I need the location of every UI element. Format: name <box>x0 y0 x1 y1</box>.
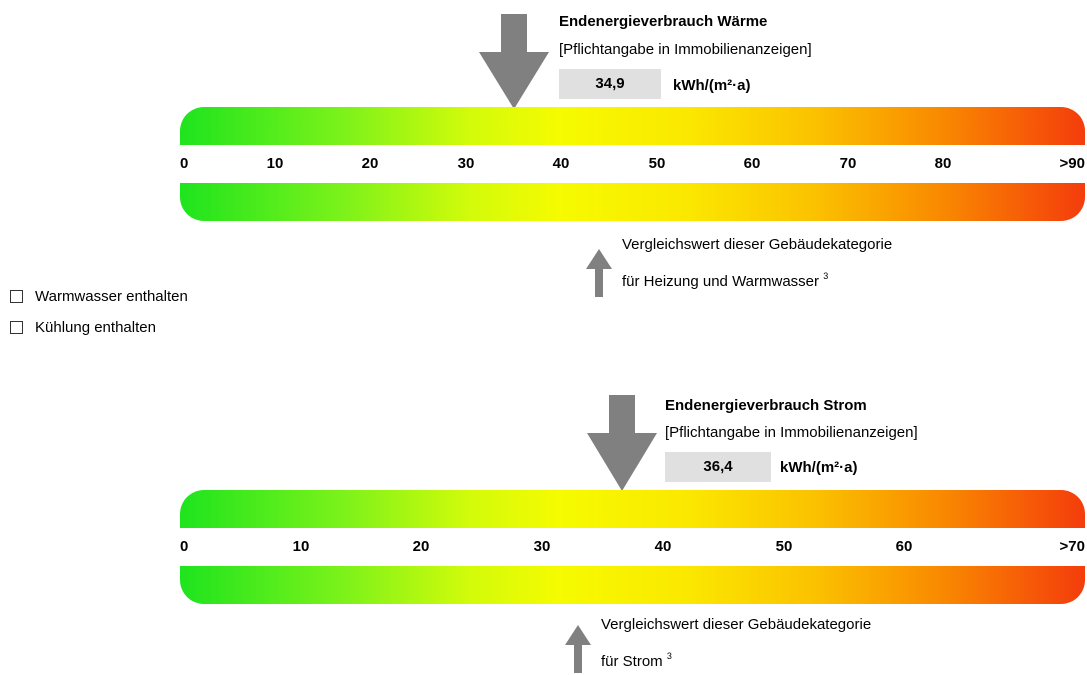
checkbox-kuehlung[interactable]: Kühlung enthalten <box>10 319 156 336</box>
heat-tick: >90 <box>1059 155 1085 172</box>
electricity-scale-bar-bottom <box>180 566 1085 604</box>
heat-value-arrow-icon <box>479 14 549 109</box>
electricity-scale-bar-top <box>180 490 1085 528</box>
heat-tick: 60 <box>743 155 761 172</box>
electricity-tick: 60 <box>895 538 913 555</box>
checkbox-label: Warmwasser enthalten <box>35 288 188 305</box>
checkbox-box[interactable] <box>10 321 23 334</box>
heat-scale-bar-bottom <box>180 183 1085 221</box>
electricity-tick: 50 <box>775 538 793 555</box>
electricity-scale-labels: 0 10 20 30 40 50 60 >70 <box>0 538 1087 558</box>
electricity-tick: 0 <box>180 538 189 555</box>
electricity-comparison-line2: für Strom 3 <box>601 651 672 670</box>
electricity-unit: kWh/(m²·a) <box>780 459 858 476</box>
heat-tick: 10 <box>266 155 284 172</box>
electricity-comparison-arrow-icon <box>565 625 591 673</box>
electricity-subtitle: [Pflichtangabe in Immobilienanzeigen] <box>665 424 918 441</box>
electricity-comparison-line1: Vergleichswert dieser Gebäudekategorie <box>601 616 872 633</box>
electricity-tick: 30 <box>533 538 551 555</box>
heat-subtitle: [Pflichtangabe in Immobilienanzeigen] <box>559 41 812 58</box>
checkbox-box[interactable] <box>10 290 23 303</box>
electricity-value: 36,4 <box>665 452 771 482</box>
heat-comparison-arrow-icon <box>586 249 612 297</box>
electricity-tick: 40 <box>654 538 672 555</box>
checkbox-warmwasser[interactable]: Warmwasser enthalten <box>10 288 188 305</box>
heat-footnote: 3 <box>823 271 829 281</box>
heat-scale-bar-top <box>180 107 1085 145</box>
electricity-title: Endenergieverbrauch Strom <box>665 397 867 414</box>
heat-tick: 50 <box>648 155 666 172</box>
heat-tick: 70 <box>839 155 857 172</box>
heat-value: 34,9 <box>559 69 661 99</box>
heat-tick: 0 <box>180 155 189 172</box>
electricity-tick: 10 <box>292 538 310 555</box>
electricity-tick: >70 <box>1059 538 1085 555</box>
heat-comparison-line2: für Heizung und Warmwasser 3 <box>622 271 829 290</box>
electricity-value-arrow-icon <box>587 395 657 491</box>
heat-title: Endenergieverbrauch Wärme <box>559 13 768 30</box>
heat-tick: 40 <box>552 155 570 172</box>
electricity-footnote: 3 <box>666 651 672 661</box>
heat-unit: kWh/(m²·a) <box>673 77 751 94</box>
checkbox-label: Kühlung enthalten <box>35 319 156 336</box>
electricity-tick: 20 <box>412 538 430 555</box>
heat-tick: 30 <box>457 155 475 172</box>
heat-tick: 80 <box>934 155 952 172</box>
heat-scale-labels: 0 10 20 30 40 50 60 70 80 >90 <box>0 155 1087 175</box>
heat-comparison-line1: Vergleichswert dieser Gebäudekategorie <box>622 236 893 253</box>
heat-tick: 20 <box>361 155 379 172</box>
